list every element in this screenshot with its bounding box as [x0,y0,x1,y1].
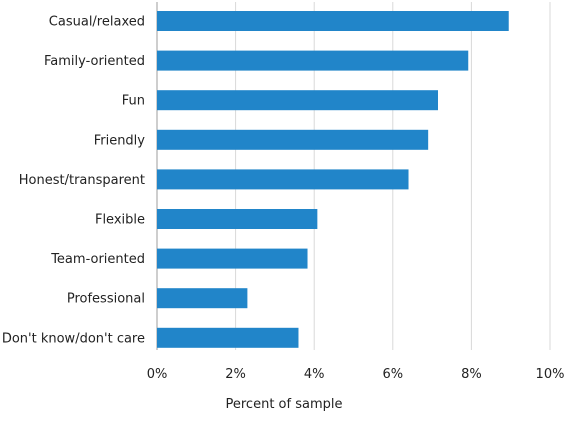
bar [157,50,469,71]
category-label: Team-oriented [50,252,145,267]
category-label: Friendly [94,133,146,148]
x-tick-label: 8% [461,367,482,382]
bar [157,327,299,348]
bar [157,248,308,269]
x-tick-label: 4% [304,367,325,382]
category-label: Honest/transparent [19,173,145,188]
category-label: Casual/relaxed [49,15,145,30]
category-labels: Casual/relaxed Family-oriented Fun Friendly… [2,15,145,347]
category-label: Family-oriented [44,54,145,69]
bar [157,209,318,229]
x-axis-title: Percent of sample [226,397,343,412]
bar [157,11,509,31]
bar [157,169,409,190]
x-tick-label: 10% [536,367,565,382]
bar [157,288,248,309]
x-tick-label: 0% [147,367,168,382]
category-label: Flexible [95,213,145,228]
bars [157,11,509,348]
x-tick-labels: 0% 2% 4% 6% 8% 10% [147,367,565,382]
bar [157,129,429,150]
bar [157,90,438,111]
category-label: Fun [122,94,145,109]
category-label: Don't know/don't care [2,331,145,346]
x-tick-label: 2% [225,367,246,382]
x-tick-label: 6% [382,367,403,382]
category-label: Professional [67,292,145,307]
